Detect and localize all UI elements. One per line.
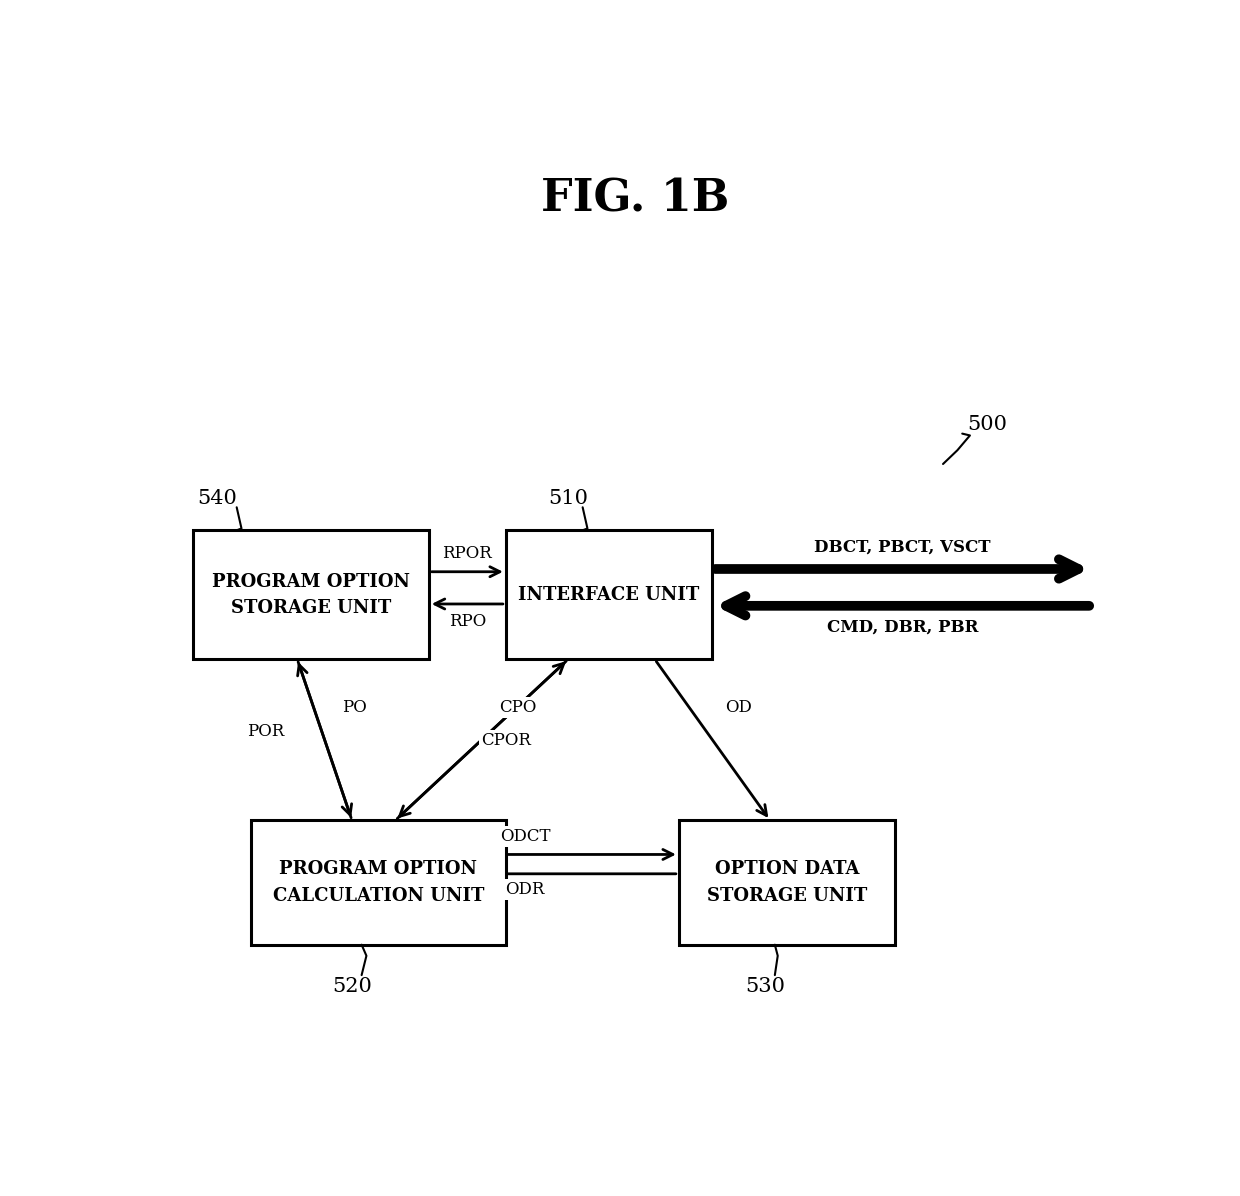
Text: 520: 520 — [332, 977, 372, 995]
Text: PROGRAM OPTION
CALCULATION UNIT: PROGRAM OPTION CALCULATION UNIT — [273, 860, 484, 904]
Text: 500: 500 — [967, 415, 1007, 434]
Text: DBCT, PBCT, VSCT: DBCT, PBCT, VSCT — [815, 538, 991, 555]
FancyBboxPatch shape — [250, 820, 506, 945]
Text: 510: 510 — [548, 489, 588, 507]
Text: RPO: RPO — [449, 614, 486, 630]
FancyBboxPatch shape — [678, 820, 895, 945]
Text: INTERFACE UNIT: INTERFACE UNIT — [518, 586, 699, 604]
Text: 540: 540 — [197, 489, 237, 507]
Text: PO: PO — [341, 698, 366, 715]
Text: CPOR: CPOR — [481, 732, 531, 749]
Text: ODCT: ODCT — [500, 828, 551, 844]
Text: FIG. 1B: FIG. 1B — [542, 177, 729, 220]
Text: CPO: CPO — [500, 698, 537, 715]
Text: OPTION DATA
STORAGE UNIT: OPTION DATA STORAGE UNIT — [707, 860, 867, 904]
Text: ODR: ODR — [505, 881, 544, 898]
FancyBboxPatch shape — [506, 530, 712, 659]
Text: PROGRAM OPTION
STORAGE UNIT: PROGRAM OPTION STORAGE UNIT — [212, 573, 410, 617]
Text: CMD, DBR, PBR: CMD, DBR, PBR — [827, 618, 978, 635]
FancyBboxPatch shape — [193, 530, 429, 659]
Text: 530: 530 — [745, 977, 785, 995]
Text: OD: OD — [725, 698, 751, 715]
Text: POR: POR — [247, 722, 284, 739]
Text: RPOR: RPOR — [443, 545, 492, 562]
